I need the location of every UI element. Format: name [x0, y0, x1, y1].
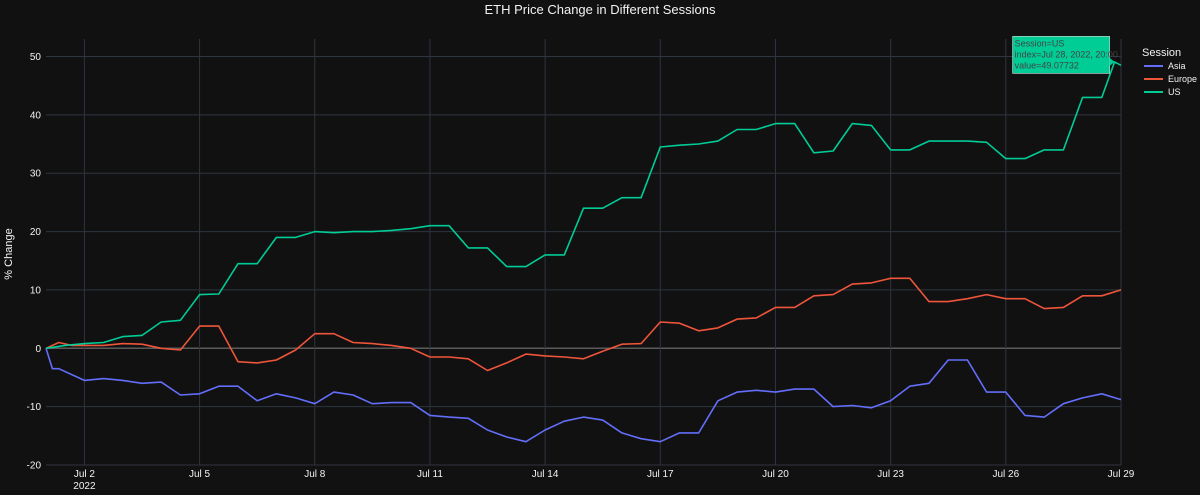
y-tick-label: 0	[35, 344, 41, 355]
legend-label-us: US	[1168, 87, 1181, 97]
x-tick-label: Jul 14	[532, 469, 559, 480]
tooltip-box	[1012, 36, 1110, 74]
y-tick-label: 20	[30, 227, 42, 238]
series-line-asia	[45, 348, 1122, 443]
y-tick-label: 10	[30, 285, 42, 296]
series-line-europe	[45, 277, 1122, 372]
y-tick-label: 30	[30, 169, 42, 180]
x-tick-label: Jul 11	[417, 469, 443, 480]
x-tick-label: Jul 20	[762, 469, 789, 480]
series-layer	[45, 61, 1122, 443]
tooltip-line: Session=US	[1015, 38, 1065, 48]
legend-label-asia: Asia	[1168, 61, 1186, 71]
tooltip-line: value=49.07732	[1015, 60, 1079, 70]
series-line-us	[45, 61, 1122, 350]
x-tick-label: Jul 29	[1108, 469, 1135, 480]
legend-items: Asia Europe US	[1144, 61, 1197, 97]
y-axis-label: % Change	[3, 228, 15, 279]
x-tick-label: Jul 17	[647, 469, 674, 480]
chart-title: ETH Price Change in Different Sessions	[485, 2, 716, 17]
y-tick-label: 50	[30, 52, 42, 63]
y-tick-label: 40	[30, 110, 42, 121]
x-tick-label: Jul 2	[74, 469, 96, 480]
x-tick-sublabel: 2022	[73, 481, 96, 492]
tooltip-pointer	[1109, 57, 1115, 66]
legend: Session Asia Europe US	[1142, 47, 1197, 97]
tooltip-line: index=Jul 28, 2022, 20:00	[1015, 49, 1118, 59]
legend-label-europe: Europe	[1168, 74, 1197, 84]
x-tick-label: Jul 8	[304, 469, 326, 480]
y-tick-labels: -20 -10 0 10 20 30 40 50	[27, 52, 42, 471]
x-tick-label: Jul 5	[189, 469, 211, 480]
y-tick-label: -20	[27, 461, 42, 472]
grid-layer	[46, 39, 1122, 466]
y-tick-label: -10	[27, 402, 42, 413]
x-tick-label: Jul 26	[992, 469, 1019, 480]
legend-title: Session	[1142, 47, 1181, 59]
x-tick-label: Jul 23	[877, 469, 904, 480]
